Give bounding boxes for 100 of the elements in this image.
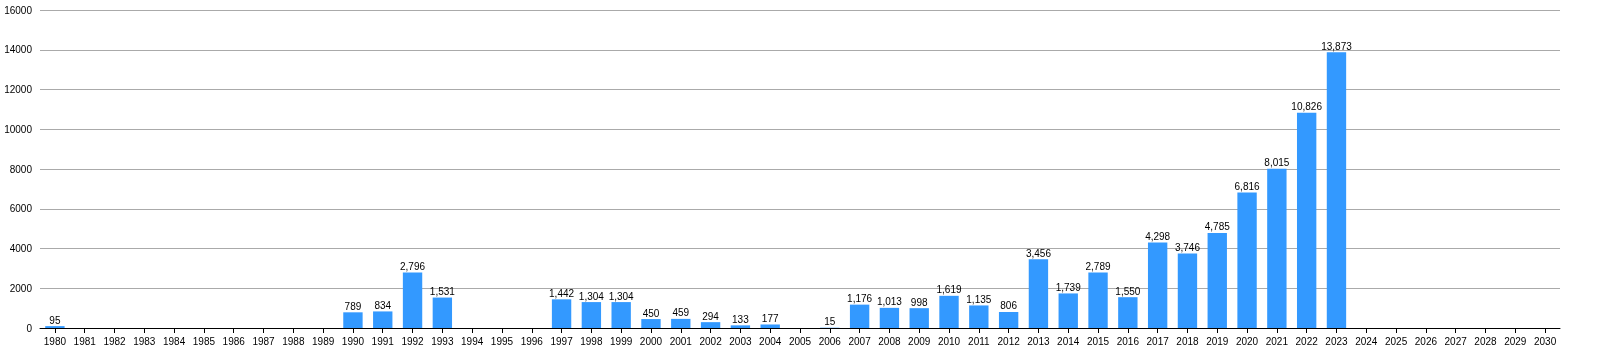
data-label: 177 — [761, 312, 779, 324]
x-tick-label: 1993 — [431, 335, 454, 347]
x-tick-label: 2001 — [669, 335, 693, 347]
x-tick-label: 2029 — [1504, 335, 1527, 347]
data-label: 789 — [344, 300, 362, 312]
bar — [1296, 112, 1317, 328]
data-label: 294 — [702, 310, 720, 322]
data-label: 1,739 — [1055, 281, 1082, 293]
x-tick-label: 2026 — [1414, 335, 1438, 347]
data-label: 4,298 — [1145, 231, 1171, 243]
y-tick-label: 14000 — [4, 44, 33, 56]
x-tick-label: 2015 — [1086, 335, 1110, 347]
x-tick-label: 1983 — [133, 335, 156, 347]
y-tick-label: 16000 — [4, 4, 33, 16]
data-label: 3,456 — [1025, 247, 1052, 259]
data-label: 13,873 — [1321, 40, 1353, 52]
data-label: 1,304 — [608, 290, 635, 302]
bar — [373, 311, 393, 328]
x-tick-label: 1987 — [252, 335, 276, 347]
x-tick-label: 2028 — [1474, 335, 1498, 347]
bar — [343, 312, 363, 328]
data-label: 15 — [824, 316, 836, 328]
x-tick-label: 1986 — [222, 335, 246, 347]
bar — [1058, 293, 1078, 328]
x-tick-label: 2005 — [788, 335, 812, 347]
x-tick-label: 1981 — [73, 335, 97, 347]
x-tick-label: 2016 — [1116, 335, 1140, 347]
data-label: 133 — [732, 313, 750, 325]
data-label: 1,013 — [876, 296, 903, 308]
data-label: 2,789 — [1085, 261, 1111, 273]
x-tick-label: 2010 — [937, 335, 961, 347]
bar — [402, 272, 423, 328]
bar — [969, 305, 989, 328]
bar — [849, 304, 870, 328]
bar — [700, 322, 721, 328]
x-tick-label: 2011 — [968, 335, 991, 347]
bar — [551, 299, 572, 328]
bar — [611, 302, 631, 328]
y-tick-label: 12000 — [4, 84, 33, 95]
y-tick-label: 0 — [26, 322, 33, 334]
data-label: 834 — [374, 299, 392, 311]
bar — [939, 295, 959, 328]
y-tick-label: 10000 — [4, 123, 33, 135]
x-tick-label: 2019 — [1206, 335, 1229, 347]
x-tick-label: 2020 — [1235, 335, 1259, 347]
data-label: 1,304 — [578, 290, 605, 302]
y-tick-label: 6000 — [9, 203, 33, 215]
data-label: 1,442 — [549, 287, 575, 299]
x-tick-label: 2012 — [997, 335, 1021, 347]
x-tick-label: 2003 — [729, 335, 752, 347]
data-label: 1,550 — [1115, 285, 1141, 297]
data-label: 4,785 — [1204, 221, 1231, 233]
x-tick-label: 1996 — [520, 335, 544, 347]
x-tick-label: 1994 — [461, 335, 484, 347]
y-tick-label: 4000 — [9, 243, 33, 254]
x-tick-label: 1991 — [371, 335, 395, 347]
bar — [1147, 242, 1168, 328]
data-label: 1,135 — [966, 293, 992, 305]
x-tick-label: 1985 — [192, 335, 216, 347]
x-tick-label: 2006 — [818, 335, 842, 347]
bar — [581, 302, 602, 328]
data-label: 3,746 — [1174, 242, 1201, 254]
bar — [1028, 259, 1049, 328]
bar — [730, 325, 751, 328]
x-tick-label: 1990 — [341, 335, 365, 347]
x-tick-label: 2018 — [1176, 335, 1200, 347]
x-tick-label: 2008 — [878, 335, 901, 347]
x-tick-label: 2021 — [1265, 335, 1289, 347]
bar — [909, 308, 929, 328]
x-tick-label: 2025 — [1384, 335, 1408, 347]
data-label: 450 — [642, 307, 660, 319]
x-tick-label: 1982 — [103, 335, 127, 347]
bar — [641, 319, 661, 328]
data-label: 6,816 — [1234, 181, 1261, 193]
x-tick-label: 2002 — [699, 335, 723, 347]
x-tick-label: 2027 — [1444, 335, 1468, 347]
data-label: 10,826 — [1291, 101, 1323, 113]
data-label: 459 — [672, 307, 690, 319]
bar — [1118, 297, 1138, 328]
x-tick-label: 1997 — [550, 335, 574, 347]
bar — [760, 324, 780, 328]
x-tick-label: 2013 — [1027, 335, 1050, 347]
data-label: 95 — [49, 314, 61, 326]
bar — [432, 297, 453, 328]
bar — [1237, 192, 1257, 328]
x-tick-label: 2022 — [1295, 335, 1319, 347]
data-label: 1,531 — [429, 286, 456, 298]
x-tick-label: 1999 — [610, 335, 633, 347]
y-tick-label: 8000 — [9, 163, 33, 175]
x-tick-label: 2000 — [639, 335, 663, 347]
x-tick-label: 2004 — [759, 335, 782, 347]
data-label: 8,015 — [1264, 157, 1290, 169]
x-tick-label: 1989 — [312, 335, 335, 347]
x-tick-label: 1988 — [282, 335, 305, 347]
data-label: 1,176 — [847, 293, 873, 305]
x-tick-label: 2023 — [1325, 335, 1349, 347]
bar — [671, 318, 691, 328]
data-label: 998 — [910, 296, 928, 308]
bar — [1267, 168, 1287, 328]
bar — [879, 307, 900, 328]
